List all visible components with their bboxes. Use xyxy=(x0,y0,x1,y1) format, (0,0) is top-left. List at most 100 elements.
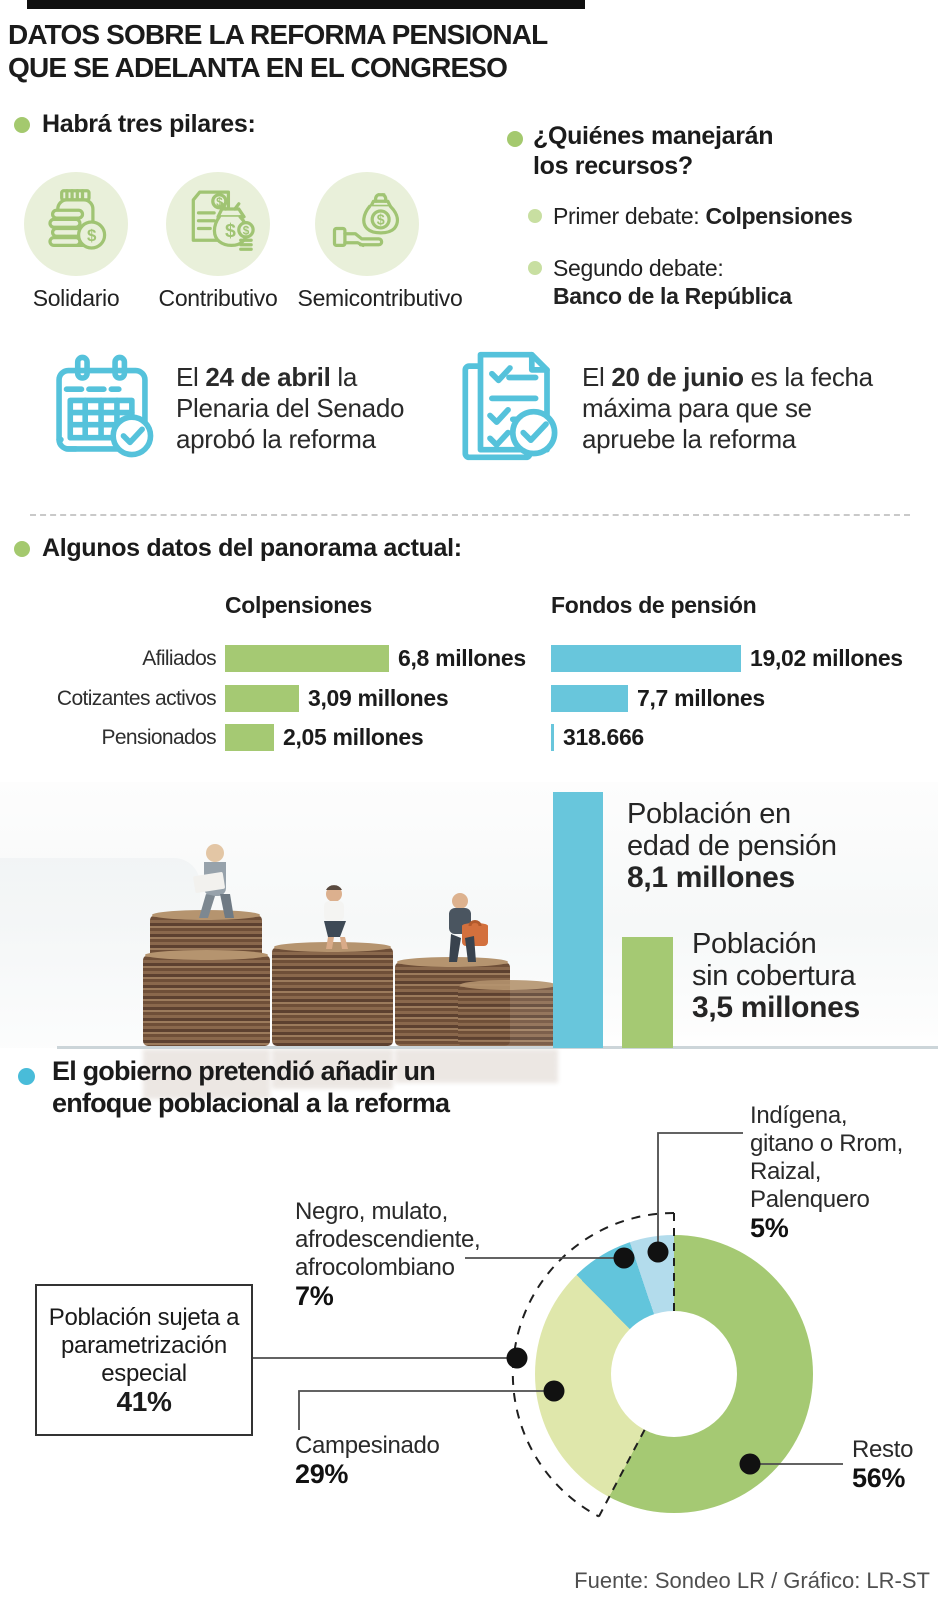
bar-fondos-pensionados xyxy=(551,724,554,751)
resources-heading-line1: ¿Quiénes manejarán xyxy=(533,122,774,150)
bar-row-cotizantes-fondos: 7,7 millones xyxy=(551,685,765,712)
source-credit: Fuente: Sondeo LR / Gráfico: LR-ST xyxy=(574,1568,930,1593)
pillar-solidario: $ xyxy=(24,172,128,276)
bar-value: 7,7 millones xyxy=(637,685,765,711)
bar-value: 318.666 xyxy=(563,724,644,750)
population-label-2-line2: sin cobertura xyxy=(692,960,856,992)
row-label: Cotizantes activos xyxy=(56,686,217,710)
bar-row-cotizantes: Cotizantes activos 3,09 millones xyxy=(4,685,449,712)
focus-bullet xyxy=(18,1068,35,1085)
bar-poblacion-sin-cobertura xyxy=(622,937,673,1048)
label-indigena-l3: Raizal, Palenquero xyxy=(750,1158,870,1213)
panorama-heading: Algunos datos del panorama actual: xyxy=(42,534,462,562)
bar-colpensiones-afiliados xyxy=(225,645,389,672)
coin-stack-2 xyxy=(272,942,393,1046)
milestone-april-rest: la Plenaria del Senado aprobó la reforma xyxy=(176,362,405,454)
page-title: DATOS SOBRE LA REFORMA PENSIONAL QUE SE … xyxy=(8,18,548,84)
pillar-contributivo: $ $ $ xyxy=(166,172,270,276)
donut-hole xyxy=(611,1311,737,1437)
milestone-june-date: 20 de junio xyxy=(611,362,744,392)
label-indigena-l2: gitano o Rrom, xyxy=(750,1130,903,1157)
debate1-value: Colpensiones xyxy=(705,203,853,229)
bar-poblacion-edad-pension xyxy=(553,792,603,1048)
debate2-value: Banco de la República xyxy=(553,283,792,309)
focus-heading-line1: El gobierno pretendió añadir un xyxy=(52,1056,436,1086)
label-resto: Resto 56% xyxy=(852,1436,913,1492)
column-header-colpensiones: Colpensiones xyxy=(225,592,372,618)
calendar-check-icon xyxy=(46,350,158,467)
page-title-line1: DATOS SOBRE LA REFORMA PENSIONAL xyxy=(8,19,548,50)
page-title-line2: QUE SE ADELANTA EN EL CONGRESO xyxy=(8,52,508,83)
dot-param xyxy=(506,1347,528,1369)
pillar-label-semicontributivo: Semicontributivo xyxy=(297,285,463,311)
param-box-pct: 41% xyxy=(116,1386,172,1417)
bar-fondos-afiliados xyxy=(551,645,741,672)
milestone-june-rest: es la fecha máxima para que se apruebe l… xyxy=(582,362,873,454)
bar-value: 3,09 millones xyxy=(308,685,449,711)
milestone-june: El 20 de junio es la fecha máxima para q… xyxy=(582,362,902,455)
bar-row-pensionados-fondos: 318.666 xyxy=(551,724,644,751)
population-label-1-line2: edad de pensión xyxy=(627,830,837,862)
bar-row-pensionados: Pensionados 2,05 millones xyxy=(4,724,424,751)
pillar-label-solidario: Solidario xyxy=(32,285,120,311)
label-resto-l1: Resto xyxy=(852,1436,914,1463)
coin-reflection-1 xyxy=(143,1049,270,1099)
population-label-2: Población sin cobertura 3,5 millones xyxy=(692,928,860,1024)
debate2-item: Segundo debate: Banco de la República xyxy=(553,254,792,310)
bar-value: 6,8 millones xyxy=(398,645,526,671)
debate1-bullet xyxy=(528,209,542,223)
pillars-bullet xyxy=(14,117,30,133)
resources-heading-line2: los recursos? xyxy=(533,152,693,180)
debate1-label: Primer debate: xyxy=(553,203,706,229)
figurine-man-with-bag xyxy=(432,892,494,973)
coin-reflection-3 xyxy=(395,1049,558,1083)
header-accent-bar xyxy=(27,0,585,9)
debate2-bullet xyxy=(528,261,542,275)
label-indigena-pct: 5% xyxy=(750,1213,789,1243)
pillar-label-contributivo: Contributivo xyxy=(158,285,278,311)
population-label-2-line1: Población xyxy=(692,928,817,960)
resources-heading: ¿Quiénes manejarán los recursos? xyxy=(533,121,773,181)
focus-heading: El gobierno pretendió añadir un enfoque … xyxy=(52,1055,450,1119)
pillar-semicontributivo: $ xyxy=(315,172,419,276)
svg-text:$: $ xyxy=(243,224,250,237)
label-campesinado-pct: 29% xyxy=(295,1459,349,1489)
milestone-april: El 24 de abril la Plenaria del Senado ap… xyxy=(176,362,432,455)
population-value-1: 8,1 millones xyxy=(627,861,795,894)
photo-floor-line xyxy=(57,1046,938,1049)
figurine-man-reading xyxy=(178,842,250,925)
label-campesinado-l1: Campesinado xyxy=(295,1432,440,1459)
param-box-l2: parametrización xyxy=(61,1332,227,1359)
bar-row-afiliados-fondos: 19,02 millones xyxy=(551,645,903,672)
label-indigena-l1: Indígena, xyxy=(750,1102,848,1129)
param-box-l3: especial xyxy=(101,1360,187,1387)
coin-stack-1 xyxy=(143,950,270,1046)
svg-text:$: $ xyxy=(225,219,236,241)
bar-colpensiones-pensionados xyxy=(225,724,274,751)
svg-text:$: $ xyxy=(377,212,385,228)
label-resto-pct: 56% xyxy=(852,1463,906,1493)
label-negro-l2: afrodescendiente, xyxy=(295,1226,481,1253)
label-campesinado: Campesinado 29% xyxy=(295,1432,440,1488)
figurine-woman xyxy=(308,885,358,956)
section-divider xyxy=(30,514,910,516)
label-negro-l3: afrocolombiano xyxy=(295,1254,455,1281)
label-negro-pct: 7% xyxy=(295,1281,334,1311)
bar-fondos-cotizantes xyxy=(551,685,628,712)
population-label-1: Población en edad de pensión 8,1 millone… xyxy=(627,798,837,894)
checklist-check-icon xyxy=(452,345,566,472)
milestone-april-prefix: El xyxy=(176,362,206,392)
leader-campesinado xyxy=(298,1390,554,1430)
resources-bullet xyxy=(507,131,523,147)
pillars-heading: Habrá tres pilares: xyxy=(42,110,256,138)
debate1-item: Primer debate: Colpensiones xyxy=(553,202,853,230)
row-label: Afiliados xyxy=(142,646,216,670)
svg-text:$: $ xyxy=(87,225,97,244)
label-negro: Negro, mulato, afrodescendiente, afrocol… xyxy=(295,1198,481,1311)
hand-money-bag-icon: $ xyxy=(328,183,406,266)
bar-colpensiones-cotizantes xyxy=(225,685,299,712)
milestone-april-date: 24 de abril xyxy=(205,362,331,392)
param-box-l1: Población sujeta a xyxy=(48,1304,240,1331)
focus-heading-line2: enfoque poblacional a la reforma xyxy=(52,1088,450,1118)
